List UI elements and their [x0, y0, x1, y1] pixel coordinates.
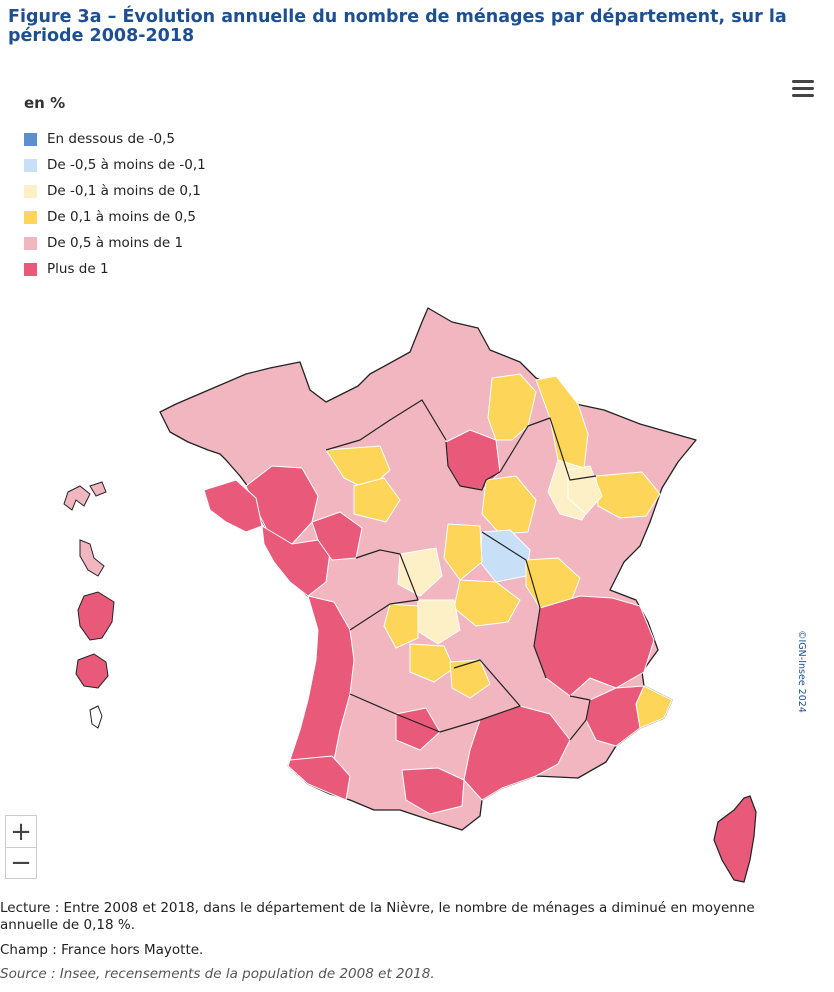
- chart-menu-icon[interactable]: [792, 80, 814, 98]
- region-pyrenees-atlantiques: [287, 755, 351, 801]
- mayotte: [89, 705, 103, 729]
- legend-label: Plus de 1: [47, 261, 109, 277]
- region-border: [569, 695, 591, 741]
- region-border: [445, 441, 501, 491]
- guyane: [77, 591, 115, 641]
- region-border: [349, 549, 419, 631]
- region-cantal-yellow: [449, 659, 491, 699]
- region-border: [325, 399, 447, 451]
- region-indre-cream: [397, 547, 443, 597]
- legend-label: En dessous de -0,5: [47, 131, 175, 147]
- legend-item[interactable]: En dessous de -0,5: [24, 126, 206, 152]
- region-doubs-cream: [567, 465, 603, 515]
- guadeloupe: [63, 481, 107, 511]
- legend-title: en %: [24, 94, 66, 112]
- corsica: [713, 795, 757, 883]
- region-orne-yellow: [353, 477, 401, 523]
- scope-note: Champ : France hors Mayotte.: [0, 942, 204, 958]
- region-provence: [585, 685, 645, 747]
- legend-swatch: [24, 184, 37, 198]
- legend: En dessous de -0,5 De -0,5 à moins de -0…: [24, 126, 206, 282]
- legend-swatch: [24, 210, 37, 224]
- legend-swatch: [24, 236, 37, 250]
- france-departments-map[interactable]: [50, 300, 770, 890]
- reunion: [75, 653, 109, 689]
- region-vosges-haute-saone: [595, 471, 661, 519]
- source-note: Source : Insee, recensements de la popul…: [0, 966, 435, 982]
- region-border: [349, 659, 521, 733]
- legend-swatch: [24, 262, 37, 276]
- legend-item[interactable]: De 0,5 à moins de 1: [24, 230, 206, 256]
- legend-label: De 0,5 à moins de 1: [47, 235, 184, 251]
- region-border: [481, 531, 547, 679]
- martinique: [79, 539, 105, 577]
- region-haute-vienne-yellow: [383, 603, 419, 649]
- figure-title: Figure 3a – Évolution annuelle du nombre…: [8, 7, 787, 46]
- zoom-out-button[interactable]: −: [5, 847, 37, 879]
- reading-note: Lecture : Entre 2008 et 2018, dans le dé…: [0, 900, 755, 933]
- legend-label: De 0,1 à moins de 0,5: [47, 209, 196, 225]
- region-border: [499, 417, 597, 481]
- zoom-in-button[interactable]: +: [5, 815, 37, 847]
- legend-item[interactable]: De -0,5 à moins de -0,1: [24, 152, 206, 178]
- region-languedoc: [463, 705, 571, 801]
- legend-item[interactable]: De -0,1 à moins de 0,1: [24, 178, 206, 204]
- legend-label: De -0,5 à moins de -0,1: [47, 157, 206, 173]
- legend-item[interactable]: Plus de 1: [24, 256, 206, 282]
- legend-swatch: [24, 132, 37, 146]
- legend-label: De -0,1 à moins de 0,1: [47, 183, 201, 199]
- region-morbihan: [203, 479, 263, 533]
- region-cher-indre-yellow: [443, 523, 483, 581]
- region-aisne-marne: [487, 373, 537, 441]
- region-ariege-aude: [401, 767, 465, 815]
- legend-swatch: [24, 158, 37, 172]
- legend-item[interactable]: De 0,1 à moins de 0,5: [24, 204, 206, 230]
- region-yonne: [481, 475, 537, 535]
- map-credit: ©IGN-Insee 2024: [796, 630, 807, 713]
- region-vendee: [261, 525, 331, 597]
- region-correze-yellow: [409, 643, 455, 683]
